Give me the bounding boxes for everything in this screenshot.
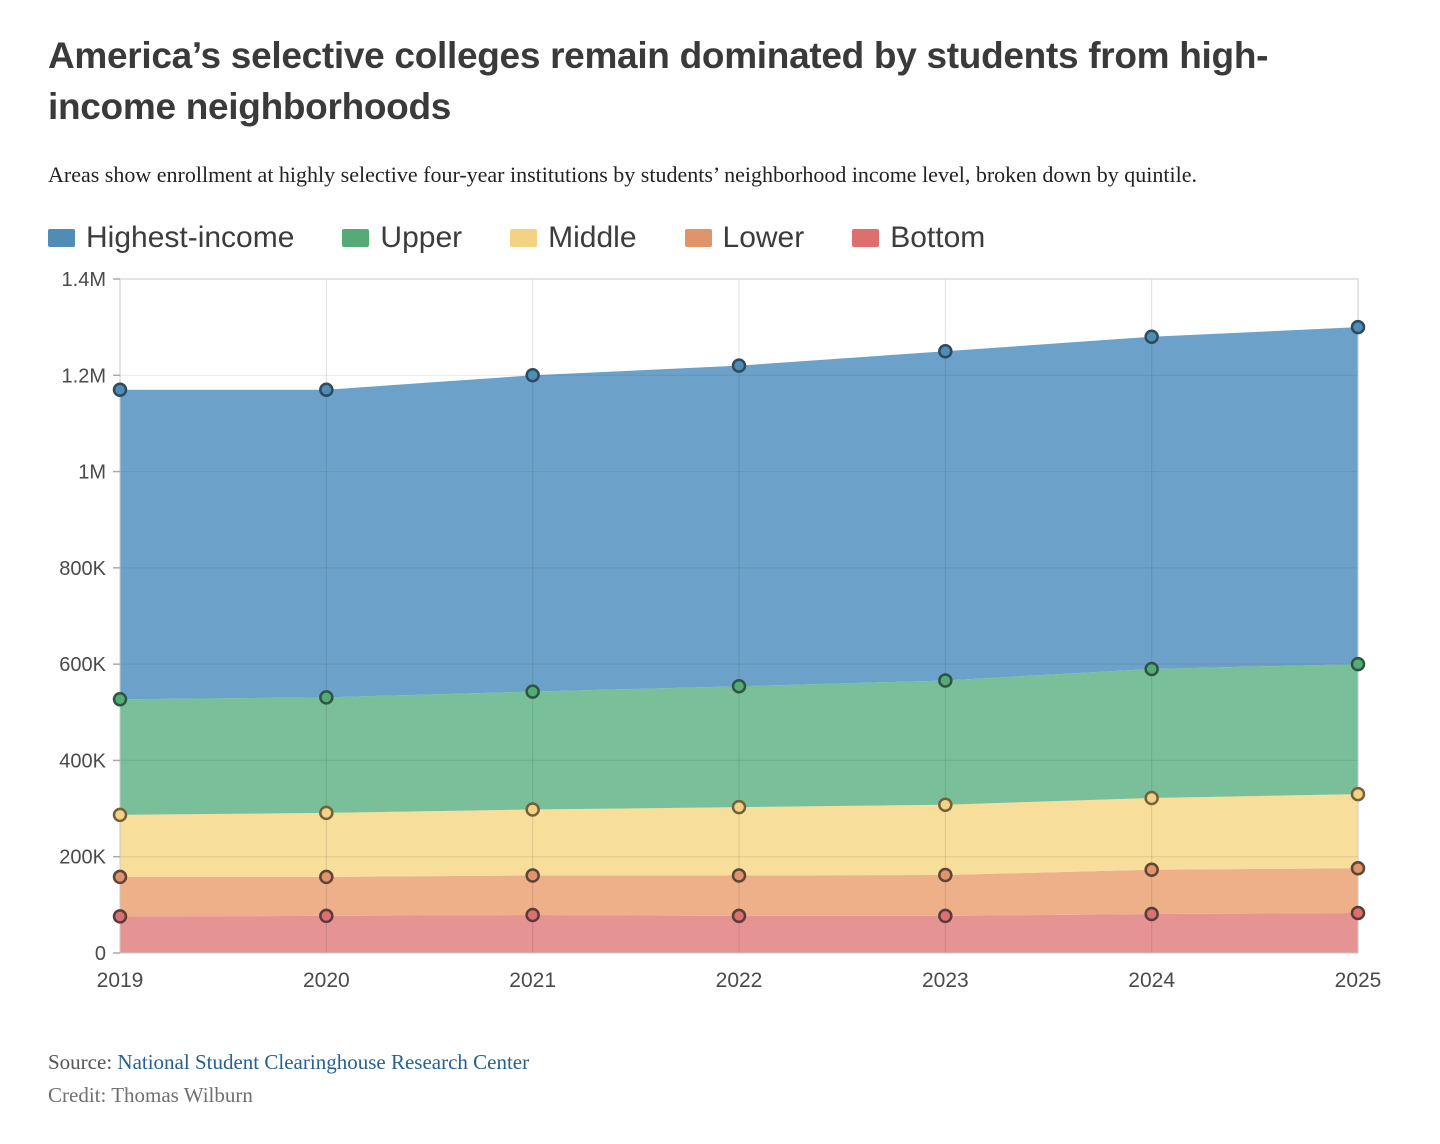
area-middle xyxy=(120,794,1358,878)
legend-label: Upper xyxy=(380,221,463,255)
data-point-bottom xyxy=(938,908,953,924)
data-point-middle xyxy=(938,797,953,813)
data-point-middle xyxy=(1144,790,1159,806)
data-point-middle xyxy=(112,807,128,823)
article-chart-page: America’s selective colleges remain domi… xyxy=(48,35,1392,1111)
data-point-bottom xyxy=(319,908,334,924)
area-highest-income xyxy=(120,327,1358,700)
source-line: Source: National Student Clearinghouse R… xyxy=(48,1046,1392,1079)
credit-label: Credit: xyxy=(48,1082,107,1107)
legend-item-highest-income: Highest-income xyxy=(48,221,294,255)
data-point-upper xyxy=(319,690,334,705)
data-point-highest-income xyxy=(319,382,334,398)
data-point-highest-income xyxy=(525,368,540,383)
legend-item-middle: Middle xyxy=(510,221,637,255)
legend-item-lower: Lower xyxy=(684,221,805,255)
data-point-lower xyxy=(525,868,540,883)
y-axis-label: 600K xyxy=(59,654,106,676)
page-title: America’s selective colleges remain domi… xyxy=(48,35,1269,128)
chart-legend: Highest-income Upper Middle Lower Bottom xyxy=(48,221,1392,255)
data-point-bottom xyxy=(525,907,540,923)
data-point-upper xyxy=(525,684,540,699)
source-link[interactable]: National Student Clearinghouse Research … xyxy=(117,1050,530,1075)
source-label: Source: xyxy=(48,1050,113,1075)
data-point-upper xyxy=(1144,661,1159,677)
legend-swatch xyxy=(852,229,880,248)
data-point-bottom xyxy=(1144,906,1159,922)
y-axis-label: 800K xyxy=(59,558,106,580)
data-point-highest-income xyxy=(1144,329,1159,345)
chart-subtitle: Areas show enrollment at highly selectiv… xyxy=(48,162,1198,188)
data-point-middle xyxy=(731,799,747,815)
y-axis-label: 0 xyxy=(95,943,106,965)
x-axis-label: 2024 xyxy=(1128,969,1175,992)
data-point-upper xyxy=(731,679,747,694)
data-point-highest-income xyxy=(731,358,747,374)
data-point-lower xyxy=(319,869,334,885)
data-point-bottom xyxy=(1350,905,1366,921)
data-point-middle xyxy=(525,802,540,817)
y-axis-label: 1M xyxy=(78,462,106,484)
chart-footer: Source: National Student Clearinghouse R… xyxy=(48,1046,1392,1111)
area-upper xyxy=(120,664,1358,815)
data-point-lower xyxy=(731,868,747,883)
legend-swatch xyxy=(684,229,712,248)
y-axis-label: 1.2M xyxy=(62,365,106,387)
x-axis-label: 2020 xyxy=(303,969,350,992)
data-point-bottom xyxy=(731,908,747,924)
data-point-lower xyxy=(112,869,128,885)
x-axis-label: 2019 xyxy=(97,969,144,992)
data-point-lower xyxy=(1144,862,1159,878)
data-point-middle xyxy=(319,805,334,821)
data-point-middle xyxy=(1350,786,1366,802)
area-lower xyxy=(120,868,1358,917)
x-axis-label: 2025 xyxy=(1335,969,1382,992)
enrollment-area-chart: 0 200K 400K 600K 800K 1M 1.2M 1.4M 2019 2020 2021 2… xyxy=(59,269,1382,992)
data-point-highest-income xyxy=(1350,319,1366,335)
legend-swatch xyxy=(510,229,538,248)
data-point-lower xyxy=(938,867,953,883)
credit-text: Thomas Wilburn xyxy=(111,1082,253,1107)
data-point-highest-income xyxy=(938,344,953,359)
legend-label: Highest-income xyxy=(86,221,295,255)
data-point-upper xyxy=(1350,656,1366,672)
legend-item-bottom: Bottom xyxy=(852,221,985,255)
chart-container: 0 200K 400K 600K 800K 1M 1.2M 1.4M 2019 2020 2021 2… xyxy=(48,265,1392,1018)
x-axis-label: 2022 xyxy=(716,969,763,992)
legend-label: Lower xyxy=(722,221,805,255)
data-point-highest-income xyxy=(112,382,128,398)
data-point-upper xyxy=(112,692,128,707)
x-axis-label: 2023 xyxy=(922,969,969,992)
legend-swatch xyxy=(48,229,75,248)
legend-item-upper: Upper xyxy=(342,221,462,255)
area-bottom xyxy=(120,913,1358,954)
y-axis-label: 200K xyxy=(59,847,106,869)
data-point-upper xyxy=(938,673,953,688)
x-axis-label: 2021 xyxy=(509,969,556,992)
plot-border xyxy=(119,278,1359,954)
y-axis-label: 400K xyxy=(59,751,106,773)
legend-label: Middle xyxy=(548,221,637,255)
data-point-lower xyxy=(1350,861,1366,876)
y-axis-label: 1.4M xyxy=(62,269,106,291)
legend-label: Bottom xyxy=(890,221,986,255)
credit-line: Credit: Thomas Wilburn xyxy=(48,1079,1392,1112)
data-point-bottom xyxy=(112,909,128,924)
legend-swatch xyxy=(342,229,370,248)
